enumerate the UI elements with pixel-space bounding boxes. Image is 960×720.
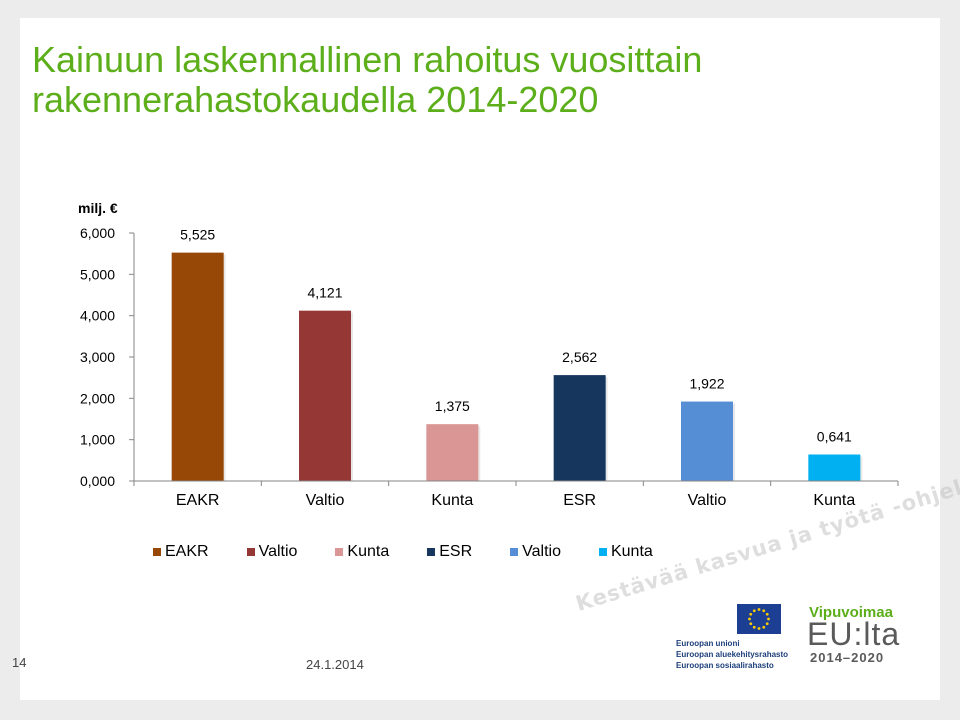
legend-item: Valtio bbox=[246, 543, 298, 561]
x-tick-label: EAKR bbox=[176, 492, 220, 509]
legend-label: EAKR bbox=[165, 543, 209, 560]
bar-6 bbox=[808, 454, 861, 481]
data-label: 5,525 bbox=[180, 227, 215, 243]
legend-item: Kunta bbox=[335, 543, 389, 561]
legend-swatch bbox=[153, 548, 161, 556]
eu-star bbox=[752, 609, 756, 613]
eu-star bbox=[757, 627, 761, 630]
legend-swatch bbox=[246, 548, 255, 556]
legend-item: ESR bbox=[427, 543, 472, 561]
unit-label: milj. € bbox=[78, 200, 118, 216]
footer-date: 24.1.2014 bbox=[306, 657, 364, 672]
eu-star bbox=[749, 612, 753, 616]
erdf-label: Euroopan aluekehitysrahasto bbox=[676, 650, 789, 659]
page-number: 14 bbox=[12, 655, 27, 670]
legend-swatch bbox=[598, 548, 607, 556]
program-years: 2014–2020 bbox=[810, 650, 885, 665]
y-axis: 0,000 1,000 2,000 3,000 4,000 5,000 6,000 bbox=[80, 225, 135, 489]
eu-star bbox=[765, 612, 769, 616]
legend-swatch bbox=[510, 548, 519, 556]
eu-star bbox=[762, 609, 766, 613]
bars bbox=[171, 252, 863, 481]
legend-label: Kunta bbox=[347, 543, 390, 560]
x-tick-label: Kunta bbox=[813, 492, 855, 509]
data-label: 4,121 bbox=[307, 285, 342, 301]
legend-swatch bbox=[335, 548, 344, 556]
bar-4 bbox=[553, 375, 606, 481]
y-tick-label: 6,000 bbox=[80, 225, 115, 241]
title-line-1: Kainuun laskennallinen rahoitus vuositta… bbox=[32, 39, 703, 80]
program-title: Vipuvoimaa bbox=[809, 604, 893, 621]
y-tick-label: 5,000 bbox=[80, 266, 115, 282]
data-label: 1,375 bbox=[435, 398, 470, 414]
eu-star bbox=[748, 617, 751, 621]
y-tick-label: 0,000 bbox=[80, 473, 115, 489]
x-tick-label: Kunta bbox=[431, 492, 473, 509]
bar-5 bbox=[681, 401, 733, 481]
eu-star bbox=[749, 622, 753, 626]
x-tick-label: Valtio bbox=[688, 492, 727, 509]
bar-2 bbox=[299, 310, 351, 481]
legend-label: Kunta bbox=[610, 543, 653, 560]
eu-star bbox=[757, 608, 761, 611]
data-label: 1,922 bbox=[689, 376, 724, 392]
y-tick-label: 3,000 bbox=[80, 349, 115, 365]
data-label: 0,641 bbox=[817, 429, 852, 445]
data-labels: 5,525 4,121 1,375 2,562 1,922 0,641 bbox=[180, 227, 852, 445]
x-tick-label: ESR bbox=[563, 492, 596, 509]
bar-3 bbox=[426, 424, 479, 481]
eu-label: Euroopan unioni bbox=[676, 639, 740, 648]
legend-item: Kunta bbox=[598, 543, 653, 561]
legend-swatch bbox=[427, 548, 436, 556]
bar-1 bbox=[171, 252, 224, 481]
legend-label: Valtio bbox=[522, 543, 561, 560]
y-tick-label: 2,000 bbox=[80, 390, 115, 406]
esf-label: Euroopan sosiaalirahasto bbox=[676, 661, 774, 670]
legend-label: ESR bbox=[439, 543, 473, 560]
x-axis: EAKR Valtio Kunta ESR Valtio Kunta bbox=[133, 480, 899, 509]
x-tick-label: Valtio bbox=[306, 492, 345, 509]
y-tick-label: 1,000 bbox=[80, 432, 115, 448]
eu-flag-icon bbox=[737, 604, 781, 634]
legend-item: Valtio bbox=[510, 543, 561, 561]
eu-star bbox=[762, 625, 766, 629]
program-name: EU:lta bbox=[807, 616, 901, 652]
legend: EAKR Valtio Kunta ESR Valtio Kunta bbox=[153, 543, 691, 561]
eu-star bbox=[752, 625, 756, 629]
eu-star bbox=[767, 617, 770, 621]
data-label: 2,562 bbox=[562, 349, 597, 365]
legend-label: Valtio bbox=[258, 543, 298, 560]
title-line-2: rakennerahastokaudella 2014-2020 bbox=[32, 79, 599, 120]
y-tick-label: 4,000 bbox=[80, 308, 115, 324]
eu-star bbox=[765, 622, 769, 626]
legend-item: EAKR bbox=[153, 543, 209, 561]
slide-title: Kainuun laskennallinen rahoitus vuositta… bbox=[32, 40, 892, 120]
